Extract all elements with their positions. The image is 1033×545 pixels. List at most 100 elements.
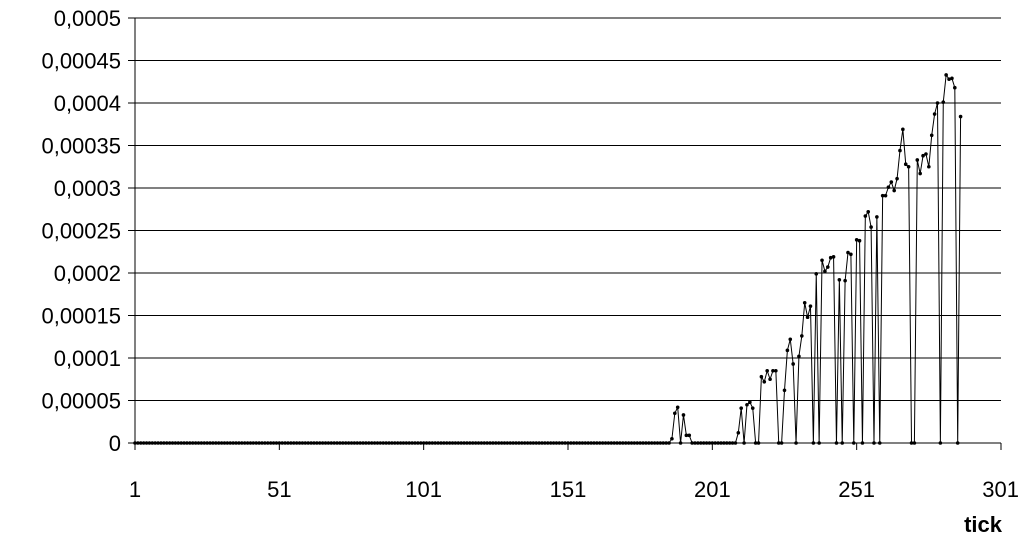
data-point <box>341 441 345 445</box>
x-tick-label: 51 <box>267 477 291 502</box>
data-point <box>869 225 873 229</box>
data-point <box>805 315 810 320</box>
data-point <box>248 441 253 445</box>
data-point <box>592 441 596 445</box>
y-tick-label: 0,0001 <box>54 346 121 371</box>
data-point <box>664 441 668 445</box>
data-point <box>623 441 628 445</box>
data-point <box>649 441 654 445</box>
data-point <box>488 441 492 445</box>
data-point <box>883 193 888 198</box>
data-point <box>242 441 247 445</box>
data-point <box>687 433 692 438</box>
data-point <box>202 441 207 445</box>
data-point <box>381 441 386 445</box>
data-point <box>892 188 896 193</box>
data-point <box>742 441 746 445</box>
data-point <box>759 374 764 379</box>
data-point <box>433 441 438 445</box>
data-point <box>797 354 801 359</box>
data-point <box>661 441 666 445</box>
data-point <box>788 337 793 342</box>
data-point <box>326 441 331 445</box>
y-tick-label: 0,0002 <box>54 261 121 286</box>
data-point <box>196 441 201 445</box>
data-point <box>898 148 902 153</box>
y-tick-label: 0,00035 <box>41 134 121 159</box>
data-point <box>436 441 440 445</box>
y-tick-label: 0,00015 <box>41 304 121 329</box>
data-point <box>768 377 772 382</box>
data-point <box>439 441 443 445</box>
data-point <box>265 441 270 445</box>
data-point <box>517 441 521 445</box>
data-point <box>520 441 524 445</box>
data-point <box>866 210 871 214</box>
data-point <box>629 441 634 445</box>
data-point <box>537 441 541 445</box>
data-point <box>615 441 619 445</box>
data-point <box>782 388 787 393</box>
data-point <box>932 112 937 116</box>
data-point <box>404 441 409 445</box>
x-axis-title: tick <box>964 512 1003 537</box>
data-point <box>857 238 862 243</box>
data-point <box>387 441 391 445</box>
data-point <box>291 441 296 445</box>
data-point <box>860 441 865 445</box>
x-tick-label: 301 <box>982 477 1019 502</box>
data-point <box>141 441 146 445</box>
data-point <box>418 441 423 445</box>
data-point <box>921 153 925 158</box>
data-point <box>670 436 674 441</box>
data-point <box>557 441 562 445</box>
data-point <box>632 441 637 445</box>
gridlines <box>135 17 1001 401</box>
data-point <box>309 441 313 445</box>
data-point <box>364 441 368 445</box>
data-point <box>286 441 290 445</box>
data-point <box>317 441 322 445</box>
data-point <box>153 441 158 445</box>
data-point <box>170 441 175 445</box>
data-point <box>482 441 487 445</box>
data-point <box>271 441 276 445</box>
data-point <box>329 441 334 445</box>
data-point <box>511 441 515 445</box>
data-point <box>719 441 723 445</box>
data-point <box>173 441 178 445</box>
data-point <box>505 441 510 445</box>
y-tick-label: 0,0005 <box>54 6 121 31</box>
data-point <box>369 441 374 445</box>
data-point <box>626 441 631 445</box>
x-axis-tick-labels: 1 51 101 151 201 251 301 <box>129 477 1019 502</box>
data-point <box>889 180 894 184</box>
data-point <box>476 441 481 445</box>
data-point <box>211 441 215 445</box>
data-point <box>776 441 781 445</box>
data-point <box>831 255 836 259</box>
data-point <box>675 405 680 410</box>
data-point <box>393 441 397 445</box>
data-point <box>240 441 244 445</box>
data-point <box>875 215 879 219</box>
data-point <box>540 441 544 445</box>
data-point <box>473 441 478 445</box>
data-point <box>690 441 694 445</box>
data-point <box>136 441 140 445</box>
y-tick-label: 0 <box>109 431 121 456</box>
data-point <box>447 441 452 445</box>
y-axis-tick-labels: 0 0,00005 0,0001 0,00015 0,0002 0,00025 0,0003… <box>41 6 121 456</box>
data-point <box>909 441 914 445</box>
data-point <box>554 441 559 445</box>
data-point <box>618 441 622 445</box>
data-point <box>569 441 573 445</box>
data-point <box>416 441 420 445</box>
x-tick-label: 1 <box>129 477 141 502</box>
data-point <box>228 441 233 445</box>
data-point <box>929 133 934 138</box>
data-point <box>716 441 720 445</box>
data-point <box>453 441 458 445</box>
data-point <box>156 441 160 445</box>
